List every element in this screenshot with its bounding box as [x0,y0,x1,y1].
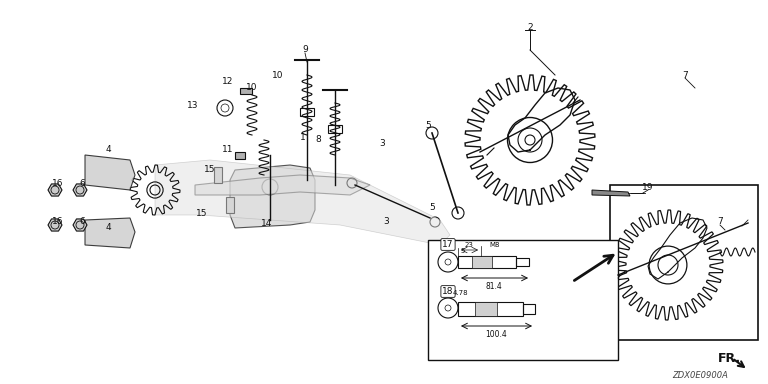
Bar [300,108,314,116]
Bar [226,197,234,213]
Text: 16: 16 [52,217,64,225]
Text: 3: 3 [379,139,385,147]
Text: 6: 6 [79,217,85,225]
Text: 15: 15 [197,209,208,217]
Text: 100.4: 100.4 [485,330,507,339]
Text: 19: 19 [642,182,654,192]
Text: 12: 12 [222,78,233,86]
Text: M8: M8 [490,242,500,248]
Bar [240,88,252,94]
Text: 9: 9 [302,45,308,55]
Bar [523,304,535,314]
Text: 5: 5 [429,204,435,212]
Polygon shape [155,160,450,245]
Bar [458,256,516,268]
Text: 7: 7 [682,71,688,79]
Text: 4: 4 [105,223,111,232]
Text: 1: 1 [300,134,306,142]
Text: 13: 13 [187,101,199,109]
Text: 5: 5 [461,248,465,254]
Polygon shape [195,175,370,195]
Text: 14: 14 [261,218,273,227]
Text: 6: 6 [79,179,85,187]
Text: 11: 11 [222,146,233,154]
Text: 7: 7 [717,217,723,227]
Text: 17: 17 [442,240,454,249]
Bar [458,302,523,316]
Bar [516,258,529,266]
Text: 15: 15 [204,166,216,174]
Text: 10: 10 [272,71,283,79]
Text: FR.: FR. [718,351,741,364]
Text: 81.4: 81.4 [485,282,502,291]
Text: 16: 16 [52,179,64,187]
Text: 8: 8 [315,136,321,144]
Bar [214,167,222,183]
Polygon shape [85,155,135,190]
Polygon shape [230,165,315,228]
Text: ZDX0E0900A: ZDX0E0900A [672,371,728,380]
Text: 4: 4 [105,146,111,154]
Polygon shape [73,219,87,231]
Text: 4.78: 4.78 [453,290,468,296]
Polygon shape [592,190,630,196]
Bar [475,302,497,316]
Text: 10: 10 [247,83,258,93]
Polygon shape [48,184,62,196]
Polygon shape [85,218,135,248]
Text: 2: 2 [527,23,533,33]
Polygon shape [48,219,62,231]
Polygon shape [73,184,87,196]
Bar [235,152,245,159]
Text: 18: 18 [442,287,454,296]
Bar [428,240,618,360]
Bar [472,256,492,268]
Text: 3: 3 [383,217,389,227]
Bar [328,125,342,133]
Text: 23: 23 [465,242,473,248]
Text: 5: 5 [425,121,431,129]
Bar [610,185,758,340]
